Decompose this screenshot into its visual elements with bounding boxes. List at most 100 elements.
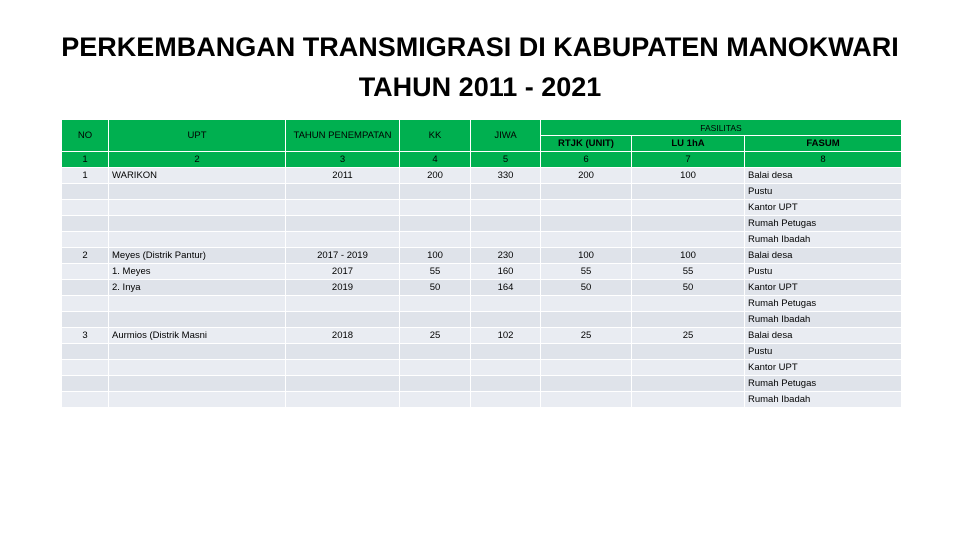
- table-row: Rumah Petugas: [61, 375, 902, 392]
- cell-fasum: Balai desa: [744, 327, 902, 344]
- cell-jiwa: [470, 199, 541, 216]
- page-title-line-1: PERKEMBANGAN TRANSMIGRASI DI KABUPATEN M…: [61, 32, 899, 62]
- cell-tahun: [285, 375, 400, 392]
- column-number: 7: [631, 151, 745, 168]
- cell-jiwa: 330: [470, 167, 541, 184]
- cell-jiwa: [470, 343, 541, 360]
- cell-upt: [108, 199, 286, 216]
- table-row: Kantor UPT: [61, 359, 902, 376]
- cell-rtjk: 50: [540, 279, 632, 296]
- cell-kk: [399, 391, 471, 408]
- table-row: 1. Meyes 2017 55 160 55 55 Pustu: [61, 263, 902, 280]
- cell-kk: 25: [399, 327, 471, 344]
- cell-no: [61, 263, 109, 280]
- cell-kk: [399, 231, 471, 248]
- cell-tahun: 2011: [285, 167, 400, 184]
- page-title-line-2: TAHUN 2011 - 2021: [358, 72, 602, 102]
- cell-jiwa: 160: [470, 263, 541, 280]
- cell-fasum: Kantor UPT: [744, 359, 902, 376]
- cell-no: [61, 391, 109, 408]
- cell-upt: [108, 391, 286, 408]
- cell-tahun: 2017: [285, 263, 400, 280]
- cell-no: [61, 311, 109, 328]
- header-tahun-penempatan: TAHUN PENEMPATAN: [285, 119, 400, 152]
- cell-fasum: Pustu: [744, 183, 902, 200]
- cell-jiwa: [470, 311, 541, 328]
- cell-no: [61, 359, 109, 376]
- cell-tahun: [285, 183, 400, 200]
- cell-no: 2: [61, 247, 109, 264]
- cell-jiwa: [470, 391, 541, 408]
- cell-kk: [399, 215, 471, 232]
- cell-upt: [108, 359, 286, 376]
- cell-kk: [399, 343, 471, 360]
- cell-lu: 50: [631, 279, 745, 296]
- cell-kk: [399, 295, 471, 312]
- cell-fasum: Rumah Ibadah: [744, 231, 902, 248]
- cell-lu: [631, 231, 745, 248]
- table-row: Rumah Ibadah: [61, 231, 902, 248]
- cell-no: [61, 183, 109, 200]
- cell-upt: [108, 183, 286, 200]
- cell-upt: [108, 343, 286, 360]
- cell-lu: 100: [631, 167, 745, 184]
- header-upt: UPT: [108, 119, 286, 152]
- cell-rtjk: [540, 391, 632, 408]
- cell-upt: 2. Inya: [108, 279, 286, 296]
- column-number: 5: [470, 151, 541, 168]
- cell-tahun: [285, 295, 400, 312]
- cell-kk: 50: [399, 279, 471, 296]
- cell-upt: Aurmios (Distrik Masni: [108, 327, 286, 344]
- table-row: Rumah Ibadah: [61, 311, 902, 328]
- header-jiwa: JIWA: [470, 119, 541, 152]
- cell-upt: [108, 311, 286, 328]
- cell-upt: [108, 231, 286, 248]
- cell-rtjk: [540, 199, 632, 216]
- header-rtjk: RTJK (UNIT): [540, 135, 632, 152]
- cell-no: [61, 199, 109, 216]
- cell-rtjk: 55: [540, 263, 632, 280]
- cell-no: [61, 215, 109, 232]
- column-number: 1: [61, 151, 109, 168]
- cell-kk: [399, 199, 471, 216]
- cell-tahun: 2019: [285, 279, 400, 296]
- table-row: Rumah Petugas: [61, 215, 902, 232]
- table-row: 3 Aurmios (Distrik Masni 2018 25 102 25 25 Bala…: [61, 327, 902, 344]
- cell-rtjk: [540, 231, 632, 248]
- cell-tahun: [285, 215, 400, 232]
- cell-fasum: Balai desa: [744, 247, 902, 264]
- cell-rtjk: [540, 375, 632, 392]
- cell-rtjk: 100: [540, 247, 632, 264]
- column-number: 6: [540, 151, 632, 168]
- cell-fasum: Rumah Ibadah: [744, 391, 902, 408]
- cell-rtjk: [540, 215, 632, 232]
- cell-no: [61, 343, 109, 360]
- column-number: 4: [399, 151, 471, 168]
- cell-fasum: Rumah Petugas: [744, 215, 902, 232]
- table-row: Kantor UPT: [61, 199, 902, 216]
- cell-no: 3: [61, 327, 109, 344]
- cell-fasum: Rumah Petugas: [744, 375, 902, 392]
- cell-jiwa: [470, 375, 541, 392]
- cell-lu: [631, 359, 745, 376]
- header-lu: LU 1hA: [631, 135, 745, 152]
- table-row: Rumah Petugas: [61, 295, 902, 312]
- cell-upt: Meyes (Distrik Pantur): [108, 247, 286, 264]
- cell-no: [61, 231, 109, 248]
- cell-tahun: [285, 199, 400, 216]
- header-fasum: FASUM: [744, 135, 902, 152]
- cell-kk: [399, 359, 471, 376]
- cell-jiwa: 102: [470, 327, 541, 344]
- table-row: 2. Inya 2019 50 164 50 50 Kantor UPT: [61, 279, 902, 296]
- cell-kk: [399, 311, 471, 328]
- cell-jiwa: [470, 183, 541, 200]
- cell-jiwa: 164: [470, 279, 541, 296]
- cell-kk: 200: [399, 167, 471, 184]
- cell-jiwa: 230: [470, 247, 541, 264]
- cell-tahun: 2018: [285, 327, 400, 344]
- table-row: Rumah Ibadah: [61, 391, 902, 408]
- cell-rtjk: 25: [540, 327, 632, 344]
- cell-fasum: Rumah Ibadah: [744, 311, 902, 328]
- cell-lu: [631, 199, 745, 216]
- table-row: Pustu: [61, 183, 902, 200]
